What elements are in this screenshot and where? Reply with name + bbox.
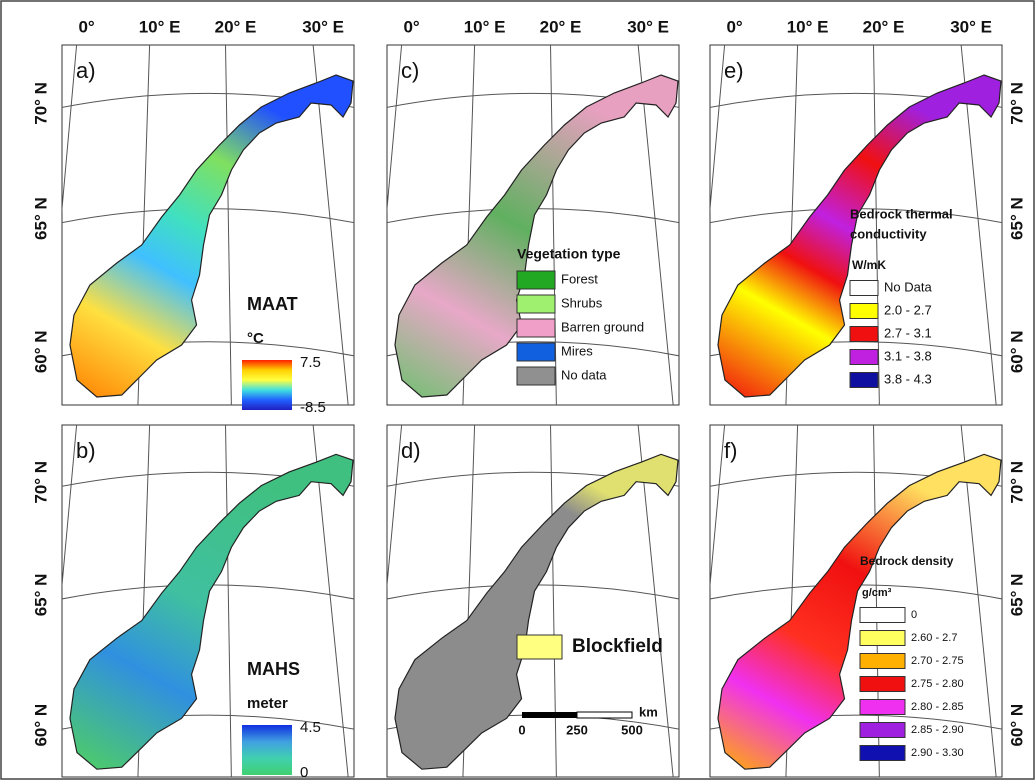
legend-label: 2.60 - 2.7 — [911, 632, 957, 644]
legend-title: conductivity — [850, 226, 927, 241]
panel-label: d) — [401, 438, 421, 463]
legend-swatch — [850, 327, 878, 342]
colorbar — [242, 725, 292, 775]
panel: e) 0° 10° E 20° E 30° E 70° N 65° N 60° N Bedroc… — [692, 17, 1026, 405]
latitude-label: 60° N — [1007, 704, 1026, 747]
legend-title: Vegetation type — [517, 246, 621, 262]
legend-label: 2.75 - 2.80 — [911, 678, 964, 690]
legend-swatch — [860, 677, 905, 692]
panel-label: c) — [401, 58, 419, 83]
legend-label: Forest — [561, 271, 598, 286]
legend-title: MAHS — [247, 659, 300, 679]
legend-swatch — [517, 295, 555, 313]
scale-label: 0 — [518, 722, 525, 737]
legend-label: 0 — [911, 609, 917, 621]
colorbar-max: 4.5 — [300, 719, 321, 736]
panel: f) 70° N 65° N 60° N Bedrock density g/cm³ 0 2.… — [692, 425, 1026, 777]
scale-label: 500 — [621, 722, 643, 737]
longitude-label: 30° E — [302, 17, 344, 36]
panel: b) 70° N 65° N 60° N MAHS meter 4.5 0 — [31, 425, 364, 780]
panel: a) 0° 10° E 20° E 30° E 70° N 65° N 60° N MAAT °C… — [31, 17, 364, 415]
scale-label: 250 — [566, 722, 588, 737]
legend-swatch — [517, 319, 555, 337]
latitude-label: 65° N — [1007, 574, 1026, 617]
legend-swatch — [517, 367, 555, 385]
legend-unit: meter — [247, 695, 288, 712]
longitude-label: 0° — [403, 17, 419, 36]
legend-label: 2.7 - 3.1 — [884, 325, 932, 340]
legend-label: Blockfield — [572, 636, 663, 657]
legend-swatch — [850, 373, 878, 388]
longitude-label: 30° E — [950, 17, 992, 36]
legend-title: MAAT — [247, 294, 298, 314]
scale-bar-black — [522, 712, 577, 718]
longitude-label: 10° E — [139, 17, 181, 36]
latitude-label: 65° N — [31, 197, 50, 240]
figure: a) 0° 10° E 20° E 30° E 70° N 65° N 60° N MAAT °C… — [0, 0, 1035, 780]
longitude-label: 10° E — [787, 17, 829, 36]
legend-label: 2.90 - 3.30 — [911, 747, 964, 759]
legend-label: Shrubs — [561, 295, 603, 310]
legend-swatch — [860, 631, 905, 646]
legend-swatch — [517, 343, 555, 361]
longitude-label: 20° E — [863, 17, 905, 36]
panel: c) 0° 10° E 20° E 30° E Vegetation type Forest… — [369, 17, 689, 405]
legend-swatch — [517, 271, 555, 289]
latitude-label: 70° N — [31, 82, 50, 125]
latitude-label: 60° N — [1007, 330, 1026, 373]
legend-swatch — [850, 350, 878, 365]
legend-label: 3.1 - 3.8 — [884, 348, 932, 363]
colorbar-min: -8.5 — [300, 399, 326, 416]
latitude-label: 60° N — [31, 330, 50, 373]
panel-label: b) — [76, 438, 96, 463]
scale-bar-white — [577, 712, 632, 718]
legend-swatch — [860, 608, 905, 623]
legend-label: Barren ground — [561, 319, 644, 334]
colorbar-min: 0 — [300, 764, 308, 780]
legend-swatch — [860, 746, 905, 761]
panel: d) Blockfield 0 250 500 km — [369, 425, 689, 777]
longitude-label: 10° E — [464, 17, 506, 36]
longitude-label: 0° — [78, 17, 94, 36]
legend-swatch — [517, 635, 562, 659]
colorbar-max: 7.5 — [300, 354, 321, 371]
latitude-label: 70° N — [1007, 82, 1026, 125]
legend-label: 2.80 - 2.85 — [911, 701, 964, 713]
latitude-label: 65° N — [31, 574, 50, 617]
panel-label: f) — [724, 438, 737, 463]
legend-label: 2.70 - 2.75 — [911, 655, 964, 667]
legend-title: Bedrock density — [860, 554, 954, 568]
latitude-label: 60° N — [31, 704, 50, 747]
panel-label: a) — [76, 58, 96, 83]
legend-label: 2.0 - 2.7 — [884, 302, 932, 317]
panel-label: e) — [724, 58, 744, 83]
longitude-label: 0° — [726, 17, 742, 36]
legend-label: 3.8 - 4.3 — [884, 371, 932, 386]
legend-unit: °C — [247, 330, 264, 347]
latitude-label: 70° N — [1007, 461, 1026, 504]
legend-swatch — [860, 654, 905, 669]
legend-label: No Data — [884, 279, 932, 294]
legend-title: Bedrock thermal — [850, 206, 953, 221]
legend-swatch — [860, 700, 905, 715]
legend-label: 2.85 - 2.90 — [911, 724, 964, 736]
legend-swatch — [850, 281, 878, 296]
legend-label: No data — [561, 367, 607, 382]
legend-unit: W/mK — [852, 258, 886, 272]
legend-label: Mires — [561, 343, 593, 358]
scale-unit: km — [639, 704, 658, 719]
colorbar — [242, 360, 292, 410]
legend-unit: g/cm³ — [862, 587, 892, 599]
latitude-label: 65° N — [1007, 197, 1026, 240]
longitude-label: 20° E — [215, 17, 257, 36]
legend-swatch — [860, 723, 905, 738]
latitude-label: 70° N — [31, 461, 50, 504]
longitude-label: 20° E — [540, 17, 582, 36]
legend-swatch — [850, 304, 878, 319]
longitude-label: 30° E — [627, 17, 669, 36]
